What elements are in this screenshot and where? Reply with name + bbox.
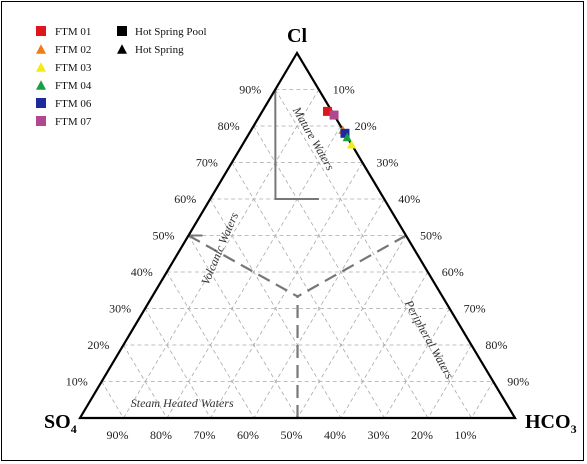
grid-line xyxy=(340,271,429,419)
vertex-label-left: SO4 xyxy=(44,411,77,436)
legend-label: FTM 07 xyxy=(55,116,92,128)
bottom-tick-label: 10% xyxy=(455,428,477,442)
vertex-labels: Cl SO4 HCO3 xyxy=(44,25,577,436)
left-tick-label: 50% xyxy=(153,229,175,243)
bottom-tick-label: 60% xyxy=(237,428,259,442)
left-tick-label: 60% xyxy=(174,192,196,206)
zone-divider-volcanic xyxy=(187,234,299,298)
bottom-tick-label: 30% xyxy=(368,428,390,442)
triangle-outline xyxy=(78,50,517,420)
right-tick-label: 20% xyxy=(355,119,377,133)
right-tick-label: 80% xyxy=(485,338,507,352)
bottom-tick-label: 70% xyxy=(194,428,216,442)
legend-marker xyxy=(36,26,46,36)
grid-line xyxy=(188,235,298,419)
left-tick-label: 80% xyxy=(218,119,240,133)
symbol-legend-marker xyxy=(117,44,127,54)
bottom-tick-label: 80% xyxy=(150,428,172,442)
left-tick-label: 40% xyxy=(131,265,153,279)
right-tick-label: 90% xyxy=(507,375,529,389)
right-tick-label: 40% xyxy=(398,192,420,206)
symbol-legend-label: Hot Spring Pool xyxy=(135,26,207,38)
right-tick-label: 60% xyxy=(442,265,464,279)
triangle-outline xyxy=(78,50,517,420)
grid-line xyxy=(144,308,211,419)
grid-line xyxy=(166,271,255,419)
legend-label: FTM 04 xyxy=(55,80,92,92)
data-point xyxy=(347,139,356,149)
vertex-label-right: HCO3 xyxy=(525,411,577,436)
grid-line xyxy=(427,344,472,419)
left-tick-label: 70% xyxy=(196,156,218,170)
legend-marker xyxy=(36,80,46,90)
left-tick-label: 30% xyxy=(109,302,131,316)
bottom-tick-label: 90% xyxy=(107,428,129,442)
right-tick-label: 10% xyxy=(333,83,355,97)
legend-marker xyxy=(36,44,46,54)
data-points xyxy=(323,106,356,149)
legend: FTM 01 FTM 02 FTM 03 FTM 04 FTM 06 FTM 07 Hot … xyxy=(36,26,207,128)
legend-label: FTM 02 xyxy=(55,44,91,56)
left-tick-label: 90% xyxy=(239,83,261,97)
data-point xyxy=(340,128,350,138)
legend-marker xyxy=(36,62,46,72)
legend-label: FTM 01 xyxy=(55,26,91,38)
zone-boundaries xyxy=(187,89,407,419)
bottom-tick-label: 50% xyxy=(281,428,303,442)
volcanic-waters-label: Volcanic Waters xyxy=(198,210,241,287)
vertex-label-top: Cl xyxy=(287,25,307,47)
grid-line xyxy=(471,381,494,419)
symbol-legend-marker xyxy=(117,26,127,36)
right-tick-label: 30% xyxy=(376,156,398,170)
bottom-tick-label: 20% xyxy=(411,428,433,442)
data-point xyxy=(329,110,339,120)
grid-line xyxy=(123,344,168,419)
grid-lines xyxy=(101,89,494,419)
right-tick-label: 70% xyxy=(464,302,486,316)
legend-label: FTM 06 xyxy=(55,98,92,110)
grid-line xyxy=(384,308,450,419)
left-tick-label: 20% xyxy=(87,338,109,352)
grid-line xyxy=(274,89,472,419)
zone-divider-peripheral xyxy=(297,234,407,298)
symbol-legend-label: Hot Spring xyxy=(135,44,184,56)
tick-labels: 10% 20% 30% 40% 50% 60% 70% 80% 90% 10% 20% 30% 40% 5… xyxy=(66,83,530,443)
mature-waters-boundary xyxy=(274,89,319,200)
legend-marker xyxy=(36,116,46,126)
peripheral-waters-label: Peripheral Waters xyxy=(401,297,456,382)
grid-line xyxy=(123,89,320,419)
legend-label: FTM 03 xyxy=(55,62,92,74)
grid-line xyxy=(297,235,407,419)
left-tick-label: 10% xyxy=(66,375,88,389)
data-point xyxy=(342,132,352,142)
grid-line xyxy=(101,381,124,419)
bottom-tick-label: 40% xyxy=(324,428,346,442)
data-point xyxy=(323,106,333,116)
steam-heated-waters-label: Steam Heated Waters xyxy=(131,396,234,410)
right-tick-label: 50% xyxy=(420,229,442,243)
legend-marker xyxy=(36,98,46,108)
